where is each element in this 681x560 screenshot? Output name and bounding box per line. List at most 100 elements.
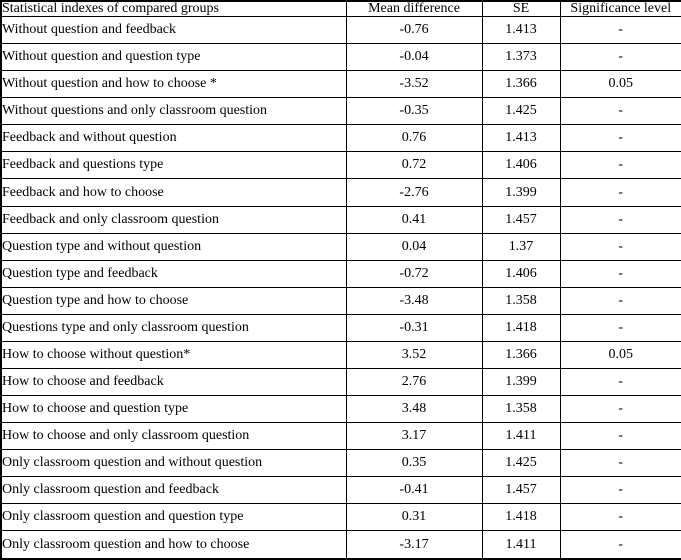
mean-difference-cell: 3.48: [345, 395, 483, 424]
significance-cell: 0.05: [559, 340, 681, 370]
table-row: Question type and without question 0.04 1.…: [0, 232, 681, 261]
table-row: Question type and how to choose -3.48 1.35…: [0, 286, 681, 315]
se-cell: 1.457: [481, 205, 561, 234]
mean-difference-cell: 0.76: [345, 124, 483, 153]
se-cell: 1.425: [481, 97, 561, 126]
table-row: Feedback and only classroom question 0.41…: [0, 205, 681, 234]
significance-cell: -: [559, 259, 681, 288]
significance-cell: -: [559, 151, 681, 180]
mean-difference-cell: -3.52: [345, 70, 483, 99]
significance-cell: -: [559, 395, 681, 424]
mean-difference-cell: 3.52: [345, 340, 483, 370]
group-label-cell: Without question and how to choose *: [0, 70, 347, 99]
mean-difference-cell: -0.31: [345, 313, 483, 342]
group-label-cell: Feedback and how to choose: [0, 178, 347, 207]
se-cell: 1.418: [481, 313, 561, 342]
group-label-cell: Question type and without question: [0, 232, 347, 261]
group-label-cell: How to choose without question*: [0, 340, 347, 370]
mean-difference-cell: 0.35: [345, 449, 483, 478]
table-row: Only classroom question and question typ…: [0, 503, 681, 532]
mean-difference-cell: -0.72: [345, 259, 483, 288]
group-label-cell: Without question and question type: [0, 43, 347, 72]
table-row: Questions type and only classroom questi…: [0, 313, 681, 342]
se-cell: 1.366: [481, 70, 561, 99]
group-label-cell: How to choose and feedback: [0, 368, 347, 397]
mean-difference-cell: -3.17: [345, 530, 483, 560]
significance-cell: -: [559, 43, 681, 72]
mean-difference-cell: 3.17: [345, 422, 483, 451]
se-cell: 1.411: [481, 422, 561, 451]
significance-cell: -: [559, 97, 681, 126]
table-row: Without question and how to choose * -3.5…: [0, 70, 681, 99]
mean-difference-cell: -0.76: [345, 15, 483, 45]
table-row: Only classroom question and feedback -0.4…: [0, 476, 681, 505]
table-body: Without question and feedback -0.76 1.413-…: [0, 15, 681, 560]
se-cell: 1.457: [481, 476, 561, 505]
significance-cell: -: [559, 503, 681, 532]
se-cell: 1.411: [481, 530, 561, 560]
table-row: How to choose and only classroom questio…: [0, 422, 681, 451]
group-label-cell: Question type and feedback: [0, 259, 347, 288]
se-cell: 1.399: [481, 178, 561, 207]
header-cell-groups: Statistical indexes of compared groups: [0, 0, 347, 17]
table-row: Without question and question type -0.04 1…: [0, 43, 681, 72]
table-row: Feedback and how to choose -2.76 1.399-: [0, 178, 681, 207]
table-row: How to choose and question type 3.48 1.358…: [0, 395, 681, 424]
header-cell-significance: Significance level: [559, 0, 681, 17]
group-label-cell: Only classroom question and how to choos…: [0, 530, 347, 560]
group-label-cell: Feedback and without question: [0, 124, 347, 153]
table-row: Only classroom question and without ques…: [0, 449, 681, 478]
header-cell-se: SE: [481, 0, 561, 17]
table-row: How to choose without question* 3.52 1.366…: [0, 340, 681, 370]
table-row: Feedback and questions type 0.72 1.406-: [0, 151, 681, 180]
group-label-cell: Only classroom question and feedback: [0, 476, 347, 505]
group-label-cell: Questions type and only classroom questi…: [0, 313, 347, 342]
table-row: Only classroom question and how to choos…: [0, 530, 681, 560]
table-row: Feedback and without question 0.76 1.413-: [0, 124, 681, 153]
se-cell: 1.413: [481, 15, 561, 45]
se-cell: 1.373: [481, 43, 561, 72]
group-label-cell: Feedback and only classroom question: [0, 205, 347, 234]
significance-cell: -: [559, 286, 681, 315]
significance-cell: -: [559, 124, 681, 153]
significance-cell: 0.05: [559, 70, 681, 99]
group-label-cell: Only classroom question and without ques…: [0, 449, 347, 478]
significance-cell: -: [559, 368, 681, 397]
header-row: Statistical indexes of compared groups Me…: [0, 0, 681, 17]
mean-difference-cell: 0.04: [345, 232, 483, 261]
group-label-cell: Without question and feedback: [0, 15, 347, 45]
table-row: Without question and feedback -0.76 1.413-: [0, 15, 681, 45]
mean-difference-cell: -0.35: [345, 97, 483, 126]
mean-difference-cell: 2.76: [345, 368, 483, 397]
se-cell: 1.406: [481, 259, 561, 288]
mean-difference-cell: -2.76: [345, 178, 483, 207]
table-row: Question type and feedback -0.72 1.406-: [0, 259, 681, 288]
significance-cell: -: [559, 205, 681, 234]
significance-cell: -: [559, 449, 681, 478]
mean-difference-cell: 0.31: [345, 503, 483, 532]
table-row: Without questions and only classroom que…: [0, 97, 681, 126]
mean-difference-cell: 0.41: [345, 205, 483, 234]
mean-difference-cell: 0.72: [345, 151, 483, 180]
se-cell: 1.406: [481, 151, 561, 180]
group-label-cell: Question type and how to choose: [0, 286, 347, 315]
significance-cell: -: [559, 178, 681, 207]
se-cell: 1.37: [481, 232, 561, 261]
group-label-cell: Only classroom question and question typ…: [0, 503, 347, 532]
se-cell: 1.358: [481, 395, 561, 424]
group-label-cell: How to choose and only classroom questio…: [0, 422, 347, 451]
table-row: How to choose and feedback 2.76 1.399-: [0, 368, 681, 397]
group-label-cell: Without questions and only classroom que…: [0, 97, 347, 126]
mean-difference-cell: -3.48: [345, 286, 483, 315]
header-cell-mean-difference: Mean difference: [345, 0, 483, 17]
significance-cell: -: [559, 313, 681, 342]
mean-difference-cell: -0.04: [345, 43, 483, 72]
se-cell: 1.413: [481, 124, 561, 153]
se-cell: 1.425: [481, 449, 561, 478]
significance-cell: -: [559, 232, 681, 261]
significance-cell: -: [559, 476, 681, 505]
se-cell: 1.418: [481, 503, 561, 532]
mean-difference-cell: -0.41: [345, 476, 483, 505]
